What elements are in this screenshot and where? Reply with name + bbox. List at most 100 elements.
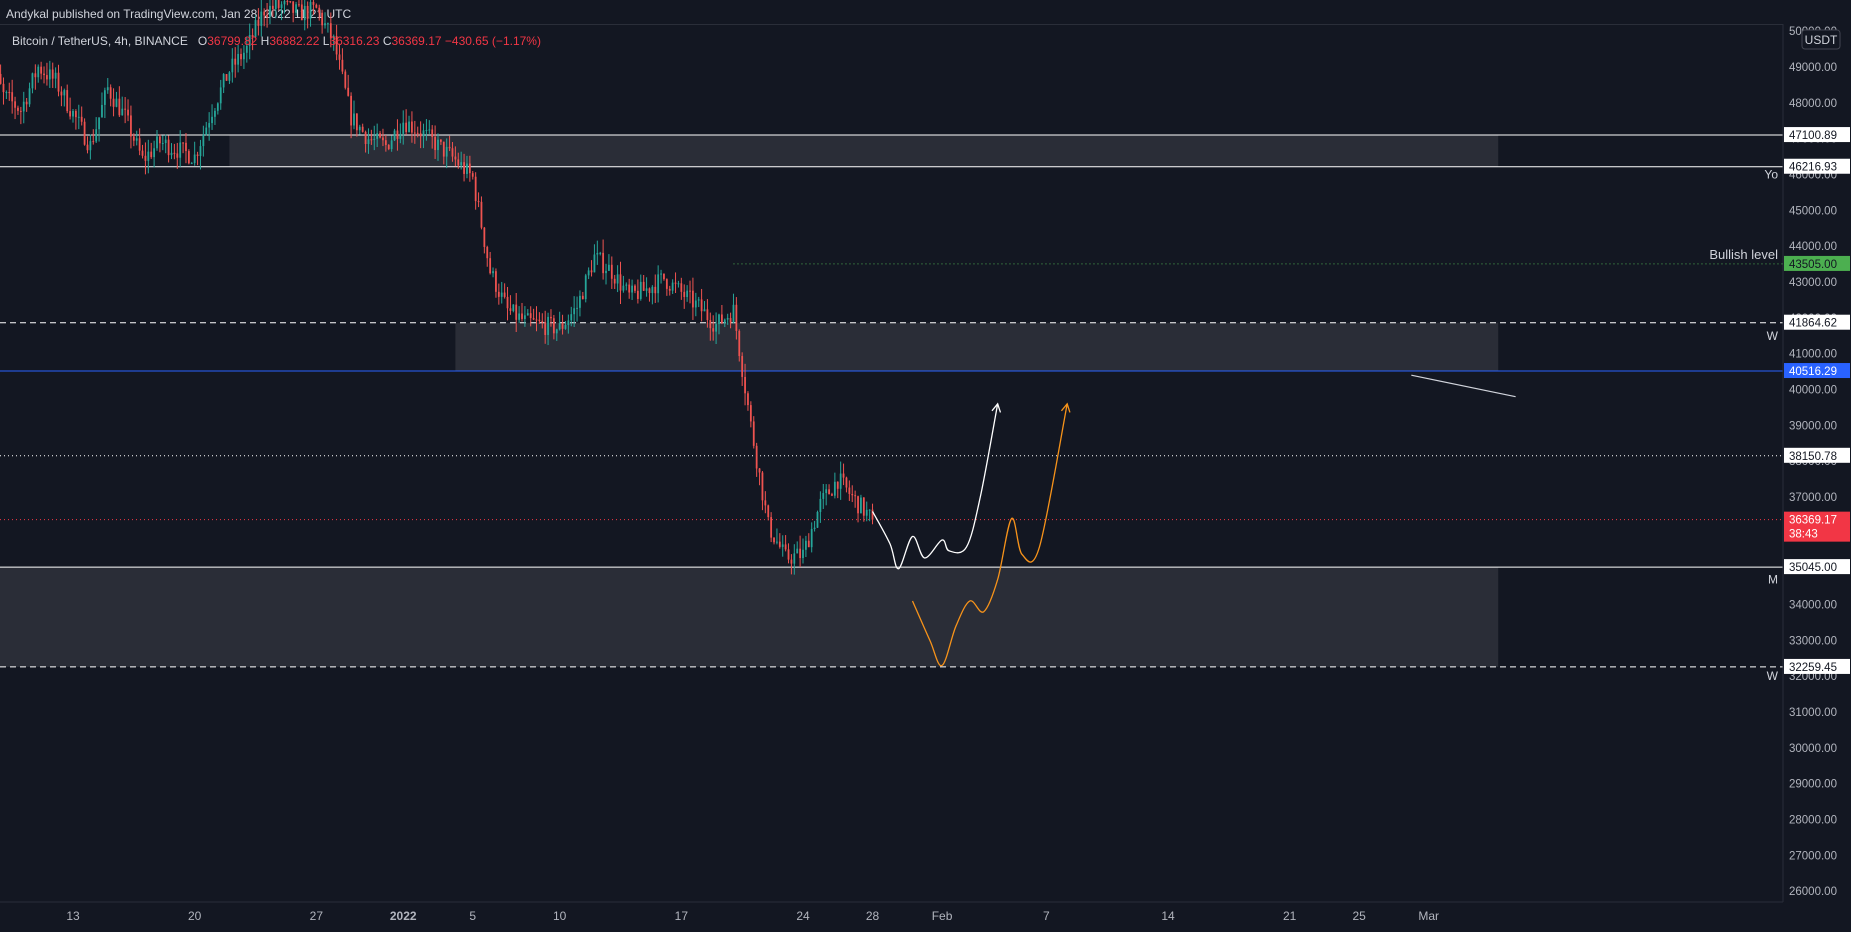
candle-body [483, 227, 486, 247]
candle-body [697, 299, 700, 301]
time-tick-label: 25 [1353, 909, 1367, 923]
candle-body [37, 66, 40, 78]
candle-body [156, 136, 158, 149]
candle-body [428, 129, 431, 131]
candle-body [506, 296, 509, 309]
price-badge-label: 40516.29 [1789, 366, 1837, 378]
price-tick-label: 45000.00 [1789, 205, 1837, 217]
candle-body [190, 163, 193, 165]
candle-body [807, 540, 810, 548]
candle-body [384, 140, 387, 145]
candle-body [639, 281, 642, 299]
candle-body [749, 405, 752, 422]
candle-body [0, 73, 2, 84]
candle-body [744, 376, 746, 394]
time-tick-label: 10 [553, 909, 567, 923]
candle-body [622, 285, 625, 291]
candle-body [266, 15, 268, 17]
candle-body [544, 322, 547, 335]
candle-body [202, 134, 205, 147]
candle-body [72, 111, 74, 117]
price-badge-label: 46216.93 [1789, 162, 1837, 174]
price-badge-label: 43505.00 [1789, 259, 1837, 271]
candle-body [836, 481, 839, 489]
candle-body [767, 505, 770, 518]
price-tick-label: 30000.00 [1789, 743, 1837, 755]
candle-body [584, 275, 587, 300]
candle-body [2, 83, 5, 93]
candle-body [222, 74, 225, 88]
candle-body [738, 330, 741, 357]
candle-body [509, 308, 512, 311]
candle-body [277, 0, 280, 8]
candle-body [150, 151, 153, 158]
candle-body [28, 88, 31, 105]
candle-body [720, 314, 723, 323]
time-tick-label: 28 [866, 909, 880, 923]
currency-label: USDT [1805, 33, 1838, 47]
candle-body [631, 285, 633, 293]
candle-body [271, 5, 274, 9]
candle-body [127, 109, 129, 116]
candle-body [871, 509, 874, 520]
time-axis[interactable] [0, 902, 1851, 932]
candle-body [486, 246, 489, 259]
candle-body [260, 11, 263, 26]
candle-body [521, 313, 523, 319]
candle-body [98, 117, 100, 130]
candle-body [176, 153, 179, 158]
candle-body [668, 288, 671, 291]
candle-body [552, 318, 555, 334]
candle-body [80, 116, 83, 122]
candle-body [495, 271, 497, 292]
candle-body [405, 122, 408, 133]
candle-body [529, 313, 532, 319]
candle-body [318, 7, 321, 13]
candle-body [706, 309, 709, 321]
price-badge-label: 35045.00 [1789, 562, 1837, 574]
open-label: O [197, 34, 208, 48]
candle-body [660, 273, 662, 275]
currency-badge[interactable]: USDT [1801, 29, 1841, 50]
price-tick-label: 28000.00 [1789, 815, 1837, 827]
annotation-label: Yo [1764, 168, 1778, 182]
candle-body [468, 163, 471, 174]
candle-body [758, 468, 761, 473]
candle-body [300, 4, 303, 21]
candle-body [109, 87, 112, 99]
candle-body [40, 66, 43, 74]
candle-body [550, 316, 552, 319]
candle-body [14, 101, 16, 108]
candle-body [373, 138, 376, 140]
candle-body [211, 116, 213, 124]
levels-layer [0, 134, 1783, 668]
price-badge-label: 32259.45 [1789, 662, 1837, 674]
candle-body [781, 544, 784, 547]
candle-body [451, 148, 454, 157]
candle-body [741, 356, 744, 377]
candle-body [214, 110, 216, 117]
candle-body [86, 144, 89, 151]
candle-body [442, 141, 445, 157]
candle-body [245, 45, 248, 53]
price-badge [1784, 447, 1850, 463]
candle-body [358, 126, 361, 131]
candle-body [802, 549, 804, 559]
candle-body [347, 87, 350, 96]
time-tick-label: Feb [932, 909, 953, 923]
candle-body [431, 129, 434, 137]
candle-body [141, 150, 144, 156]
drawings-layer [871, 374, 1516, 667]
candle-body [393, 130, 396, 141]
price-badge-label: 36369.17 [1789, 515, 1837, 527]
price-tick-label: 43000.00 [1789, 277, 1837, 289]
candle-body [51, 69, 54, 79]
price-tick-label: 27000.00 [1789, 850, 1837, 862]
candle-body [164, 139, 167, 144]
candle-body [810, 529, 813, 548]
candle-body [376, 133, 379, 139]
candle-body [573, 308, 576, 315]
candle-body [735, 304, 738, 331]
price-badge [1784, 559, 1850, 575]
